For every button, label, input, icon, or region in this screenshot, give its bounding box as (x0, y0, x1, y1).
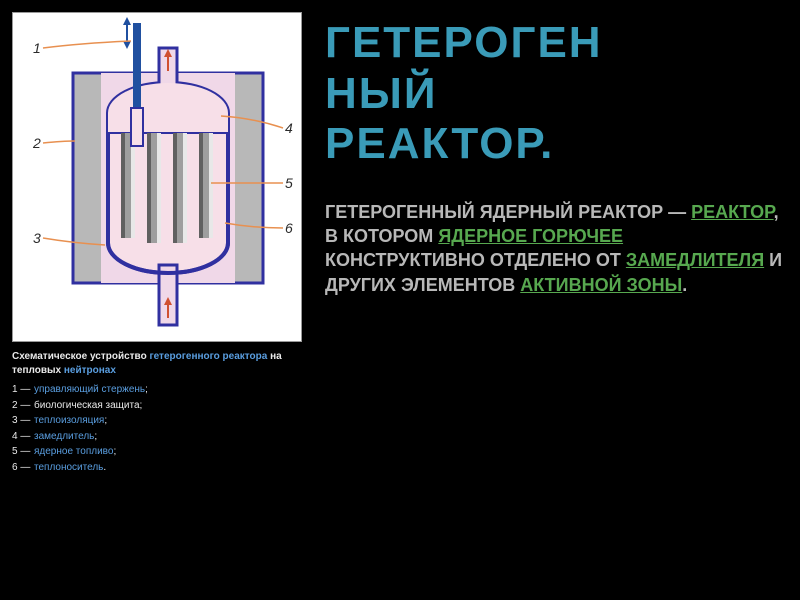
legend-item: 5 — ядерное топливо; (12, 444, 307, 460)
left-panel: 1 2 3 4 5 6 Схематическое устройство гет… (0, 0, 315, 600)
diagram-caption: Схематическое устройство гетерогенного р… (12, 342, 302, 378)
legend-item: 1 — управляющий стержень; (12, 382, 307, 398)
slide-title: ГЕТЕРОГЕН НЫЙ РЕАКТОР. (325, 18, 784, 170)
diagram-legend: 1 — управляющий стержень; 2 — биологичес… (12, 382, 307, 475)
svg-text:5: 5 (285, 175, 293, 191)
slide-body: ГЕТЕРОГЕННЫЙ ЯДЕРНЫЙ РЕАКТОР — РЕАКТОР, … (325, 200, 784, 297)
link-moderator: ЗАМЕДЛИТЕЛЯ (626, 250, 764, 270)
caption-link-2: нейтронах (64, 365, 116, 376)
right-panel: ГЕТЕРОГЕН НЫЙ РЕАКТОР. ГЕТЕРОГЕННЫЙ ЯДЕР… (315, 0, 800, 600)
caption-bold-1: Схематическое устройство (12, 351, 149, 362)
link-reactor: РЕАКТОР (691, 202, 774, 222)
legend-item: 6 — теплоноситель. (12, 460, 307, 476)
svg-text:6: 6 (285, 220, 293, 236)
legend-item: 4 — замедлитель; (12, 429, 307, 445)
legend-item: 2 — биологическая защита; (12, 398, 307, 414)
svg-text:2: 2 (32, 135, 41, 151)
link-core: АКТИВНОЙ ЗОНЫ (520, 275, 682, 295)
reactor-svg: 1 2 3 4 5 6 (13, 13, 303, 343)
caption-bold-3: тепловых (12, 365, 64, 376)
svg-text:4: 4 (285, 120, 293, 136)
svg-text:1: 1 (33, 40, 41, 56)
caption-link-1: гетерогенного реактора (149, 351, 267, 362)
caption-bold-2: на (267, 351, 281, 362)
link-fuel: ЯДЕРНОЕ ГОРЮЧЕЕ (438, 226, 623, 246)
legend-item: 3 — теплоизоляция; (12, 413, 307, 429)
svg-text:3: 3 (33, 230, 41, 246)
reactor-diagram: 1 2 3 4 5 6 (12, 12, 302, 342)
